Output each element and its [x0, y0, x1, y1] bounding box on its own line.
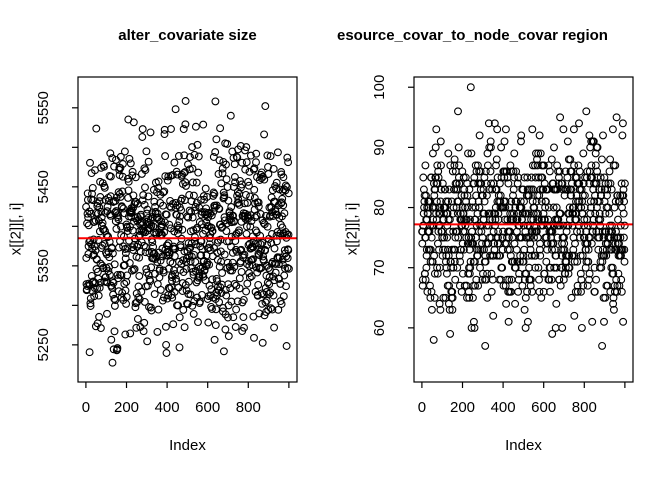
x-tick-label: 0 [418, 399, 426, 416]
x-tick-label: 0 [82, 399, 90, 416]
panel-title: alter_covariate size [118, 27, 257, 44]
y-tick-label: 80 [371, 199, 388, 216]
x-tick-label: 400 [491, 399, 516, 416]
x-tick-label: 200 [114, 399, 139, 416]
scatter-points [82, 97, 293, 367]
plot-box [77, 76, 298, 383]
panel-title: esource_covar_to_node_covar region [337, 27, 608, 44]
scatter-points [418, 83, 629, 350]
plot-box [413, 76, 634, 383]
x-axis-title: Index [169, 437, 206, 454]
y-tick-label: 60 [371, 320, 388, 337]
axes [408, 86, 626, 388]
y-axis-title: x[[2]][, i] [7, 202, 25, 256]
scatter-panel-resource-covar: 0 200 400 600 800 60 70 80 90 100 esource_covar_t… [336, 0, 672, 480]
y-tick-label: 100 [371, 75, 388, 100]
y-tick-label: 5450 [35, 170, 52, 203]
x-tick-label: 600 [195, 399, 220, 416]
x-tick-label: 600 [531, 399, 556, 416]
y-axis-title: x[[2]][, i] [343, 202, 361, 256]
x-tick-label: 200 [450, 399, 475, 416]
x-tick-label: 800 [236, 399, 261, 416]
scatter-plot-alter-covariate: 0 200 400 600 800 5250 5350 5450 5550 [35, 76, 298, 416]
axes [72, 107, 290, 388]
scatter-panel-alter-covariate: 0 200 400 600 800 5250 5350 5450 5550 alter_cova… [7, 27, 298, 454]
y-tick-label: 5350 [35, 249, 52, 282]
y-tick-label: 90 [371, 139, 388, 156]
x-tick-label: 800 [572, 399, 597, 416]
x-tick-label: 400 [155, 399, 180, 416]
y-tick-label: 5550 [35, 91, 52, 124]
scatter-plot-resource-covar: 0 200 400 600 800 60 70 80 90 100 [371, 75, 634, 416]
x-axis-title: Index [505, 437, 542, 454]
y-tick-label: 5250 [35, 328, 52, 361]
y-tick-label: 70 [371, 259, 388, 276]
